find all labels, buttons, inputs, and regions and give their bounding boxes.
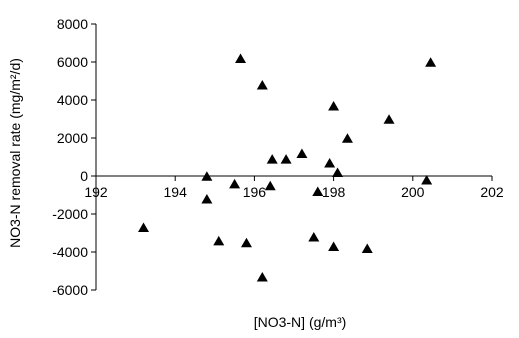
x-axis-ticks: 192 194 196 198 200 202: [84, 176, 504, 200]
y-tick-label: 6000: [57, 54, 88, 70]
data-point-triangle: [328, 241, 340, 252]
data-point-triangle: [256, 271, 268, 282]
x-tick-label: 192: [84, 184, 108, 200]
axes: [95, 24, 492, 290]
y-tick-label: 8000: [57, 16, 88, 32]
data-point-triangle: [256, 80, 268, 90]
data-point-triangle: [266, 154, 278, 164]
x-tick-label: 196: [243, 184, 267, 200]
data-point-triangle: [229, 178, 241, 189]
data-point-triangle: [308, 232, 320, 242]
x-axis-title: [NO3-N] (g/m³): [254, 314, 347, 330]
x-tick-label: 200: [401, 184, 425, 200]
x-tick-label: 194: [164, 184, 188, 200]
data-point-triangle: [361, 243, 373, 253]
data-point-triangle: [296, 148, 308, 158]
data-point-triangle: [341, 133, 353, 143]
y-axis-ticks: 8000 6000 4000 2000 0 -2000 -4000 -6000: [52, 16, 96, 298]
data-point-triangle: [332, 167, 344, 177]
data-point-triangle: [328, 100, 340, 111]
data-point-triangle: [324, 157, 336, 168]
y-axis-title: NO3-N removal rate (mg/m²/d): [7, 58, 23, 248]
data-point-triangle: [138, 222, 150, 233]
y-tick-label: -4000: [52, 244, 88, 260]
data-point-triangle: [201, 194, 213, 204]
data-point-triangle: [425, 57, 437, 67]
data-point-triangle: [280, 154, 292, 164]
y-tick-label: 2000: [57, 130, 88, 146]
y-tick-label: -6000: [52, 282, 88, 298]
data-point-triangle: [421, 175, 433, 185]
data-point-triangle: [240, 237, 252, 248]
data-point-triangle: [201, 171, 213, 181]
y-tick-label: 0: [80, 168, 88, 184]
data-point-triangle: [312, 186, 324, 196]
data-point-triangle: [383, 114, 395, 124]
y-tick-label: 4000: [57, 92, 88, 108]
data-points: [138, 53, 437, 282]
x-tick-label: 202: [480, 184, 504, 200]
data-point-triangle: [264, 180, 276, 191]
data-point-triangle: [235, 53, 247, 63]
y-tick-label: -2000: [52, 206, 88, 222]
data-point-triangle: [213, 235, 225, 246]
x-tick-label: 198: [322, 184, 346, 200]
